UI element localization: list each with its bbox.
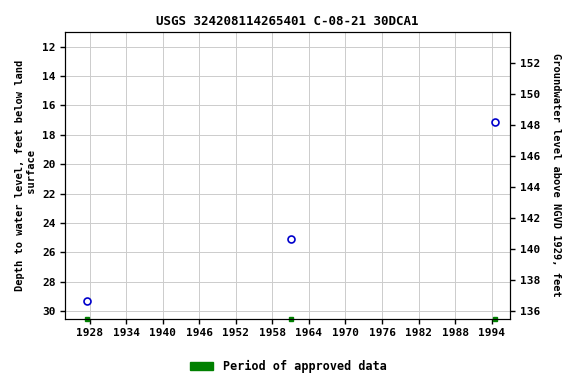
Y-axis label: Groundwater level above NGVD 1929, feet: Groundwater level above NGVD 1929, feet xyxy=(551,53,561,297)
Y-axis label: Depth to water level, feet below land
 surface: Depth to water level, feet below land su… xyxy=(15,60,37,291)
Legend: Period of approved data: Period of approved data xyxy=(185,356,391,378)
Title: USGS 324208114265401 C-08-21 30DCA1: USGS 324208114265401 C-08-21 30DCA1 xyxy=(157,15,419,28)
